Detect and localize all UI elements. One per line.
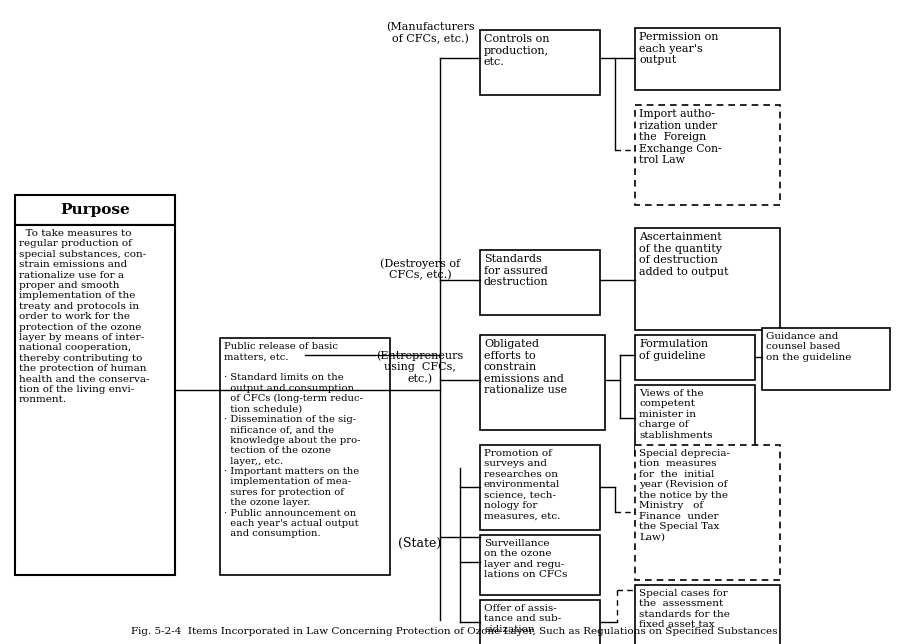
Text: Obligated
efforts to
constrain
emissions and
rationalize use: Obligated efforts to constrain emissions… <box>484 339 567 395</box>
Text: Purpose: Purpose <box>60 203 130 217</box>
Bar <box>635 28 780 90</box>
Text: Controls on
production,
etc.: Controls on production, etc. <box>484 34 550 67</box>
Bar <box>220 338 390 575</box>
Text: Surveillance
on the ozone
layer and regu-
lations on CFCs: Surveillance on the ozone layer and regu… <box>484 539 567 579</box>
Bar <box>15 225 175 575</box>
Bar <box>635 228 780 330</box>
Text: Offer of assis-
tance and sub-
sidization: Offer of assis- tance and sub- sidizatio… <box>484 604 561 634</box>
Text: Import autho-
rization under
the  Foreign
Exchange Con-
trol Law: Import autho- rization under the Foreign… <box>639 109 722 166</box>
Text: Guidance and
counsel based
on the guideline: Guidance and counsel based on the guidel… <box>766 332 852 362</box>
Text: (Manufacturers
of CFCs, etc.): (Manufacturers of CFCs, etc.) <box>385 22 474 44</box>
Text: Special deprecia-
tion  measures
for  the  initial
year (Revision of
the notice : Special deprecia- tion measures for the … <box>639 449 730 542</box>
Bar <box>635 385 755 455</box>
Text: Fig. 5-2-4  Items Incorporated in Law Concerning Protection of Ozone Layer, Such: Fig. 5-2-4 Items Incorporated in Law Con… <box>131 627 778 636</box>
Text: Permission on
each year's
output: Permission on each year's output <box>639 32 718 65</box>
Bar <box>480 535 600 595</box>
Text: Formulation
of guideline: Formulation of guideline <box>639 339 708 361</box>
Bar <box>762 328 890 390</box>
Bar <box>480 250 600 315</box>
Text: Special cases for
the  assessment
standards for the
fixed asset tax: Special cases for the assessment standar… <box>639 589 730 629</box>
Text: Public release of basic
matters, etc.

· Standard limits on the
  output and con: Public release of basic matters, etc. · … <box>224 342 363 538</box>
Bar <box>480 445 600 530</box>
Text: Standards
for assured
destruction: Standards for assured destruction <box>484 254 549 287</box>
Text: (State): (State) <box>398 537 442 550</box>
Text: To take measures to
regular production of
special substances, con-
strain emissi: To take measures to regular production o… <box>19 229 149 404</box>
Bar <box>635 335 755 380</box>
Bar <box>635 585 780 644</box>
Bar <box>635 105 780 205</box>
Bar <box>480 335 605 430</box>
Text: Ascertainment
of the quantity
of destruction
added to output: Ascertainment of the quantity of destruc… <box>639 232 728 277</box>
Text: Views of the
competent
minister in
charge of
stablishments: Views of the competent minister in charg… <box>639 389 713 440</box>
Text: (Destroyers of
CFCs, etc.): (Destroyers of CFCs, etc.) <box>380 258 460 281</box>
Bar <box>635 445 780 580</box>
Text: Promotion of
surveys and
researches on
environmental
science, tech-
nology for
m: Promotion of surveys and researches on e… <box>484 449 560 520</box>
Bar <box>480 30 600 95</box>
Bar <box>15 195 175 225</box>
Text: (Entrepreneurs
using  CFCs,
etc.): (Entrepreneurs using CFCs, etc.) <box>376 350 464 384</box>
Bar <box>480 600 600 644</box>
